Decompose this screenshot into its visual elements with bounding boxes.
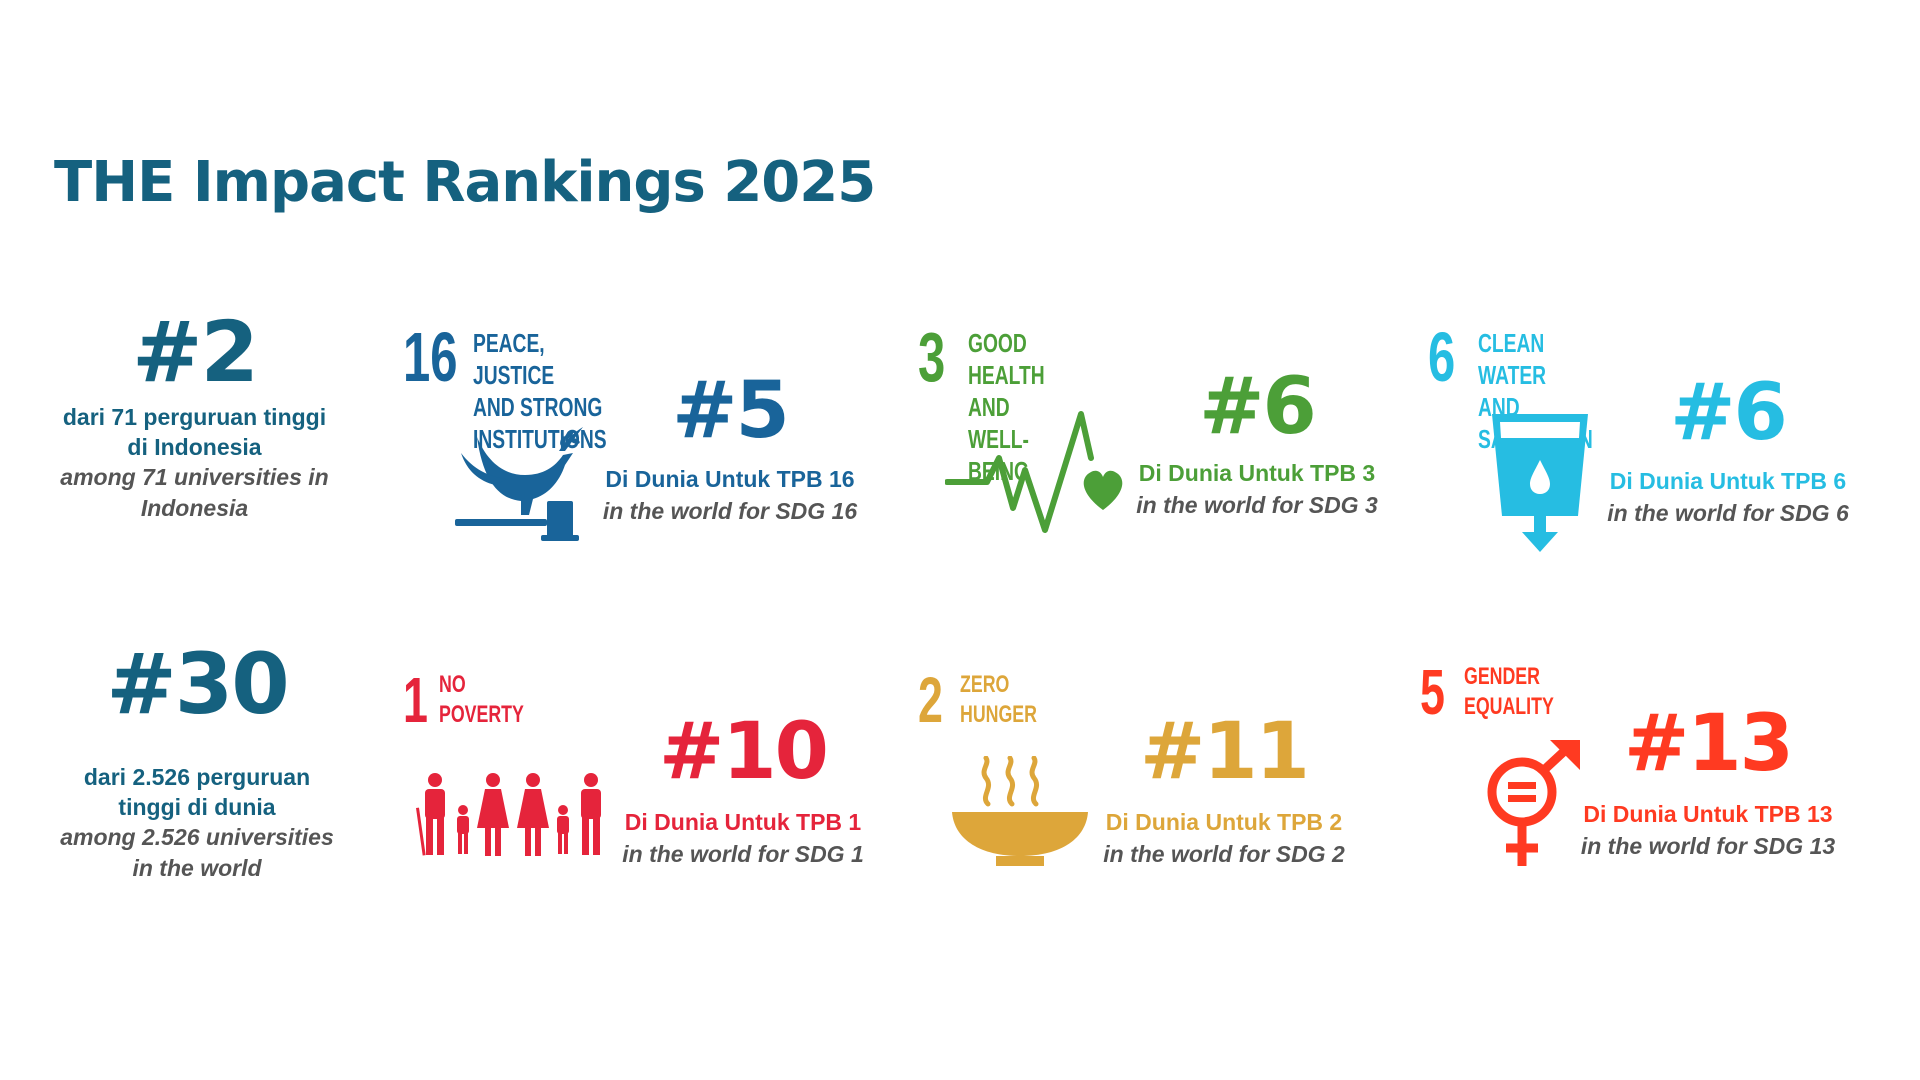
summary-text-id: di Indonesia [127,434,262,460]
rank-text-id: Di Dunia Untuk TPB 6 [1609,468,1847,494]
family-icon [416,773,601,856]
summary-indonesia: #2 dari 71 perguruan tinggi di Indonesia… [52,310,337,524]
rank-text-id: Di Dunia Untuk TPB 16 [605,466,855,492]
summary-rank: #30 [106,635,289,733]
sdg-number: 3 [918,318,946,396]
sdg-number: 2 [918,664,943,736]
rank-text-id: Di Dunia Untuk TPB 3 [1138,460,1376,486]
sdg-2-rank: #11 Di Dunia Untuk TPB 2 in the world fo… [1084,713,1364,871]
summary-text-id: dari 71 perguruan tinggi [62,404,327,430]
sdg-name: PEACE, JUSTICE AND STRONG INSTITUTIONS [473,328,607,454]
summary-world: #30 dari 2.526 perguruan tinggi di dunia… [52,642,342,884]
sdg-number: 16 [403,318,458,396]
rank-text-en: in the world for SDG 6 [1607,500,1849,526]
rank-value: #10 [659,707,829,797]
summary-text-id: dari 2.526 perguruan [83,764,311,790]
sdg-6-rank: #6 Di Dunia Untuk TPB 6 in the world for… [1588,374,1868,530]
rank-value: #5 [672,366,790,456]
sdg-name: ZERO HUNGER [960,671,1037,728]
sdg-number: 5 [1420,656,1445,728]
soup-bowl-icon [952,756,1088,866]
summary-text-en: among 71 universities in [60,464,329,490]
sdg-1-rank: #10 Di Dunia Untuk TPB 1 in the world fo… [603,713,883,871]
rank-value: #13 [1624,699,1794,789]
summary-text-id: tinggi di dunia [118,794,276,820]
sdg-16-rank: #5 Di Dunia Untuk TPB 16 in the world fo… [590,372,870,528]
water-glass-icon [1492,414,1588,552]
rank-value: #6 [1199,362,1317,452]
sdg-number: 6 [1428,318,1456,396]
rank-value: #11 [1140,707,1310,797]
rank-text-id: Di Dunia Untuk TPB 2 [1105,809,1343,835]
rank-text-en: in the world for SDG 16 [602,498,858,524]
rank-value: #6 [1670,368,1788,458]
rank-text-id: Di Dunia Untuk TPB 13 [1583,801,1833,827]
rank-text-en: in the world for SDG 3 [1136,492,1378,518]
summary-text-en: among 2.526 universities [60,824,334,850]
heartbeat-icon [945,411,1123,533]
page-title: THE Impact Rankings 2025 [54,150,876,215]
sdg-5-rank: #13 Di Dunia Untuk TPB 13 in the world f… [1568,705,1848,863]
rank-text-en: in the world for SDG 2 [1103,841,1345,867]
gender-equality-icon [1487,740,1580,866]
summary-text-en: in the world [132,855,262,881]
rank-text-id: Di Dunia Untuk TPB 1 [624,809,862,835]
sdg-name: NO POVERTY [439,671,524,728]
sdg-name: GOOD HEALTH AND WELL-BEING [968,328,1045,486]
sdg-name: GENDER EQUALITY [1464,663,1554,720]
summary-rank: #2 [132,303,259,401]
rank-text-en: in the world for SDG 1 [622,841,864,867]
dove-gavel-icon [455,427,583,541]
summary-text-en: Indonesia [140,495,249,521]
sdg-number: 1 [403,664,428,736]
rank-text-en: in the world for SDG 13 [1580,833,1836,859]
sdg-3-rank: #6 Di Dunia Untuk TPB 3 in the world for… [1117,368,1397,522]
